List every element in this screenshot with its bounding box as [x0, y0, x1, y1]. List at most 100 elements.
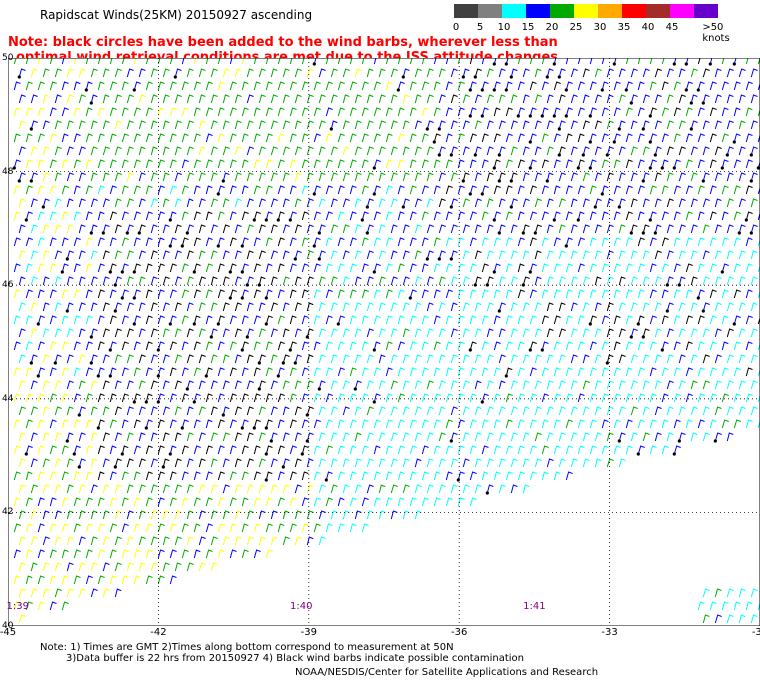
wind-barb	[66, 432, 74, 442]
flag-circle	[504, 374, 508, 378]
flag-circle	[293, 257, 297, 261]
wind-barb	[757, 601, 760, 611]
wind-barb	[469, 393, 477, 403]
wind-barb	[445, 419, 453, 429]
wind-barb	[217, 237, 225, 247]
wind-barb	[450, 172, 458, 182]
wind-barb	[174, 484, 182, 494]
wind-barb	[654, 276, 662, 286]
flag-circle	[600, 192, 604, 196]
flag-circle	[365, 205, 369, 209]
wind-barb	[313, 367, 321, 377]
wind-barb	[457, 81, 465, 91]
wind-barb	[385, 159, 393, 169]
wind-barb	[174, 510, 182, 520]
wind-barb	[565, 289, 573, 299]
wind-barb	[469, 159, 477, 169]
wind-barb	[517, 237, 525, 247]
wind-barb	[438, 458, 446, 468]
wind-barb	[390, 198, 398, 208]
wind-barb	[169, 549, 177, 559]
wind-barb	[270, 354, 278, 364]
wind-barb	[229, 81, 237, 91]
wind-barb	[361, 393, 369, 403]
wind-barb	[409, 497, 417, 507]
legend-swatch	[694, 4, 718, 18]
wind-barb	[738, 120, 746, 130]
wind-barb	[654, 146, 662, 156]
wind-barb	[618, 250, 626, 260]
wind-barb	[198, 250, 206, 260]
wind-barb	[570, 198, 578, 208]
wind-barb	[133, 58, 137, 65]
wind-barb	[258, 198, 266, 208]
wind-barb	[181, 58, 185, 65]
wind-barb	[265, 81, 273, 91]
wind-barb	[474, 484, 482, 494]
wind-barb	[721, 185, 729, 195]
wind-barb	[577, 237, 585, 247]
wind-barb	[450, 146, 458, 156]
wind-barb	[385, 393, 393, 403]
wind-barb	[426, 406, 434, 416]
flag-circle	[672, 166, 676, 170]
wind-barb	[697, 315, 705, 325]
wind-barb	[150, 224, 158, 234]
wind-barb	[174, 172, 182, 182]
wind-barb	[277, 419, 285, 429]
wind-barb	[738, 276, 746, 286]
wind-barb	[565, 81, 573, 91]
wind-barb	[714, 328, 722, 338]
wind-barb	[306, 354, 314, 364]
wind-barb	[390, 302, 398, 312]
wind-barb	[217, 211, 225, 221]
wind-barb	[378, 406, 386, 416]
wind-barb	[253, 263, 261, 273]
wind-barb	[234, 406, 242, 416]
wind-barb	[102, 276, 110, 286]
wind-barb	[18, 250, 26, 260]
wind-barb	[90, 406, 98, 416]
wind-barb	[25, 263, 33, 273]
wind-barb	[685, 367, 693, 377]
wind-barb	[349, 58, 353, 65]
wind-barb	[253, 549, 261, 559]
flag-circle	[353, 387, 357, 391]
wind-barb	[49, 185, 57, 195]
wind-barb	[277, 263, 285, 273]
wind-barb	[594, 276, 602, 286]
wind-barb	[613, 159, 621, 169]
wind-barb	[697, 263, 705, 273]
legend-swatch	[622, 4, 646, 18]
wind-barb	[169, 315, 177, 325]
wind-barb	[97, 211, 105, 221]
wind-barb	[481, 341, 489, 351]
wind-barb	[642, 250, 650, 260]
legend-label: 25	[569, 22, 583, 33]
flag-circle	[492, 62, 496, 66]
wind-barb	[133, 185, 141, 195]
flag-circle	[228, 270, 232, 274]
wind-barb	[13, 523, 21, 533]
wind-barb	[13, 159, 21, 169]
wind-barb	[534, 276, 542, 286]
wind-barb	[690, 354, 698, 364]
wind-barb	[630, 328, 638, 338]
wind-barb	[181, 237, 189, 247]
wind-barb	[85, 549, 93, 559]
flag-circle	[708, 62, 712, 66]
wind-barb	[241, 58, 249, 65]
wind-barb	[241, 159, 249, 169]
wind-barb	[438, 354, 446, 364]
flag-circle	[120, 452, 124, 456]
wind-barb	[313, 133, 321, 143]
wind-barb	[181, 185, 189, 195]
wind-barb	[486, 380, 494, 390]
wind-barb	[114, 380, 122, 390]
wind-barb	[733, 601, 741, 611]
wind-barb	[246, 172, 254, 182]
wind-barb	[30, 224, 38, 234]
wind-barb	[90, 120, 98, 130]
wind-barb	[421, 289, 429, 299]
wind-barb	[205, 497, 213, 507]
